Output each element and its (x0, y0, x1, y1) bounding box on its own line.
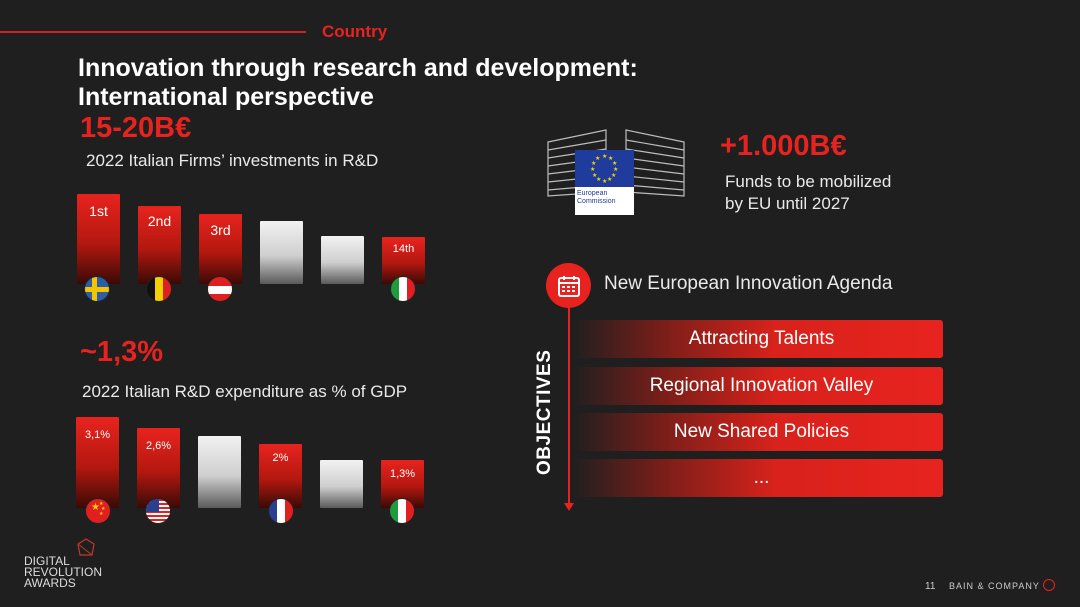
eu-funds-line-2: by EU until 2027 (725, 194, 850, 213)
title-line-2: International perspective (78, 83, 374, 111)
svg-text:★: ★ (596, 176, 601, 183)
agenda-title: New European Innovation Agenda (604, 273, 893, 294)
investments-subtitle: 2022 Italian Firms’ investments in R&D (86, 151, 379, 170)
gdp-subtitle: 2022 Italian R&D expenditure as % of GDP (82, 382, 408, 401)
investment-bar-5 (321, 236, 364, 284)
eu-funds-line-1: Funds to be mobilized (725, 172, 892, 191)
company-name: BAIN & COMPANY (949, 581, 1040, 591)
investment-bar-label-2: 2nd (147, 213, 172, 229)
svg-text:★: ★ (611, 172, 616, 179)
svg-text:★: ★ (602, 178, 607, 185)
sweden-flag (84, 276, 110, 302)
italy-flag (390, 276, 416, 302)
eu-flag-icon: ★ ★ ★ ★ ★ ★ ★ ★ ★ ★ ★ ★ (575, 150, 634, 187)
page-title: Innovation through research and developm… (78, 54, 638, 112)
svg-text:★: ★ (602, 153, 607, 160)
timeline-line (568, 300, 570, 505)
investment-bar-label-3: 3rd (210, 222, 231, 238)
svg-text:★: ★ (592, 172, 597, 179)
objective-item: New Shared Policies (572, 413, 943, 451)
gdp-bar-label-2: 2,6% (145, 440, 172, 452)
investment-bar-label-1: 1st (89, 203, 108, 219)
objectives-label: OBJECTIVES (534, 349, 555, 475)
austria-flag (207, 276, 233, 302)
gdp-headline: ~1,3% (80, 336, 164, 368)
svg-text:★: ★ (612, 160, 617, 167)
svg-text:★: ★ (608, 155, 613, 162)
gdp-bar-2 (137, 428, 180, 508)
svg-text:★: ★ (591, 160, 596, 167)
gdp-bar-5 (320, 460, 363, 508)
title-line-1: Innovation through research and developm… (78, 54, 638, 82)
calendar-icon (546, 263, 591, 308)
italy-flag (389, 498, 415, 524)
investment-bar-label-6: 14th (392, 243, 415, 255)
svg-text:★: ★ (595, 155, 600, 162)
france-flag (268, 498, 294, 524)
gdp-bar-label-6: 1,3% (389, 468, 416, 480)
logo-line-1: DIGITAL (24, 554, 70, 568)
bain-logo-icon (1043, 579, 1055, 591)
gdp-bar-4 (259, 444, 302, 508)
logo-line-3: AWARDS (24, 576, 76, 590)
gdp-bar-label-4: 2% (272, 452, 289, 464)
investment-bar-2 (138, 206, 181, 284)
page-number: 11 (925, 581, 936, 592)
section-divider (0, 31, 306, 33)
digital-revolution-awards-logo: DIGITAL REVOLUTION AWARDS (24, 538, 114, 591)
section-label: Country (322, 22, 388, 41)
gdp-bar-1 (76, 417, 119, 508)
investment-bar-4 (260, 221, 303, 284)
belgium-flag (146, 276, 172, 302)
objective-item: ... (572, 459, 943, 497)
european-commission-caption: European Commission (575, 187, 634, 215)
svg-text:★: ★ (590, 166, 595, 173)
objective-item: Regional Innovation Valley (572, 367, 943, 405)
eu-funds-headline: +1.000B€ (720, 130, 847, 162)
svg-text:★: ★ (613, 166, 618, 173)
investment-bar-1 (77, 194, 120, 284)
logo-line-2: REVOLUTION (24, 565, 103, 579)
svg-text:★: ★ (607, 176, 612, 183)
usa-flag (145, 498, 171, 524)
china-flag: ★ ★ ★ ★ (85, 498, 111, 524)
gdp-bar-label-1: 3,1% (84, 429, 111, 441)
investment-bar-3 (199, 214, 242, 284)
timeline-arrow-icon (564, 503, 574, 511)
gdp-bar-3 (198, 436, 241, 508)
objective-item: Attracting Talents (572, 320, 943, 358)
investments-headline: 15-20B€ (80, 112, 192, 144)
